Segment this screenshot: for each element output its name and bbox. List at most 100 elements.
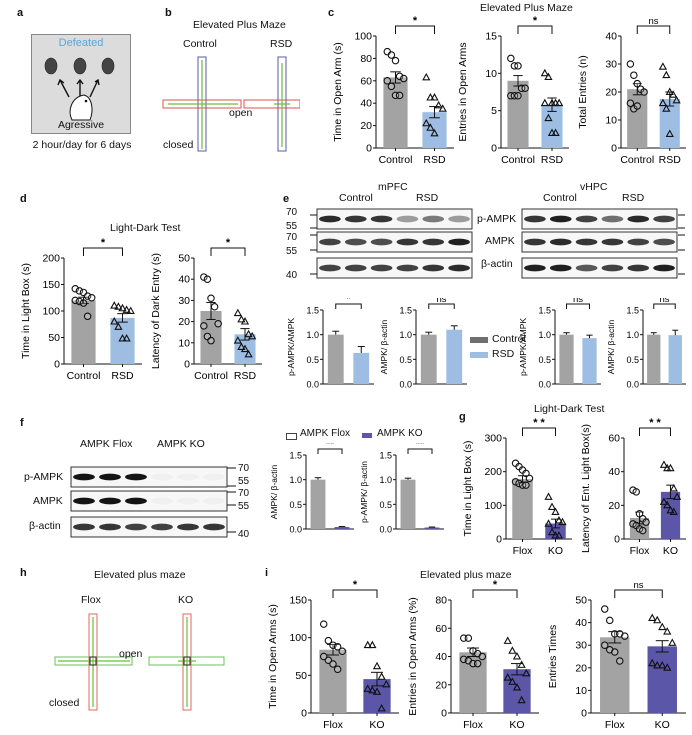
data-point-triangle: [555, 98, 564, 107]
data-point-triangle: [118, 303, 127, 312]
data-point-triangle: [126, 306, 135, 314]
data-point-triangle: [662, 104, 671, 112]
data-point-circle: [640, 88, 648, 96]
chart-e1: p-AMPK/AMPK 0.0 0.5 1.0 1.5 *: [286, 298, 374, 390]
x-tick-label: KO: [509, 719, 524, 731]
y-axis-label: Time in Light Box (s): [462, 441, 474, 537]
data-point-triangle: [372, 661, 382, 670]
protein-band: [344, 215, 367, 223]
e-marker-40: 40: [286, 270, 298, 281]
data-point-triangle: [517, 695, 526, 704]
data-point-triangle: [233, 336, 242, 344]
significance-bracket: [472, 589, 518, 598]
y-tick-label: 10: [485, 68, 497, 80]
significance-label: *: [533, 15, 538, 27]
chart-g2: Latency of Ent. Light Box(s) 0 20 40 60 Flox K…: [580, 417, 686, 557]
legend-flox: AMPK Flox: [300, 428, 351, 439]
y-tick-label: 60: [608, 433, 620, 445]
significance-bracket: [83, 247, 123, 256]
e-band-bactin: β-actin: [481, 258, 513, 270]
data-point-triangle: [363, 640, 372, 649]
y-tick-label: 30: [575, 640, 587, 652]
bar-control: [71, 300, 96, 364]
data-point-triangle: [662, 70, 671, 79]
data-point-triangle: [122, 305, 131, 313]
data-point-triangle: [237, 314, 246, 323]
protein-band: [370, 264, 393, 272]
open-arm-rsd: [243, 99, 300, 109]
y-tick-label: 10: [605, 115, 617, 127]
f-marker-55b: 55: [238, 501, 250, 512]
y-tick-label: 1.0: [626, 330, 639, 340]
legend-ko: AMPK KO: [377, 428, 423, 439]
data-point-triangle: [653, 615, 662, 624]
chart-f1: AMPK/ β-actin 0.0 0.5 1.0 1.5 **: [269, 443, 354, 535]
protein-band: [448, 215, 470, 223]
data-point-circle: [621, 632, 629, 640]
data-point-triangle: [544, 72, 553, 81]
y-tick-label: 0.0: [538, 380, 551, 390]
data-point-triangle: [540, 98, 549, 107]
protein-band: [203, 474, 225, 481]
y-tick-label: 0.5: [289, 500, 302, 510]
bar-control: [327, 334, 344, 384]
maze-b-diagram: [162, 56, 300, 152]
y-tick-label: 20: [575, 662, 587, 674]
data-point-triangle: [512, 651, 522, 660]
chart-i1: Time in Open Arms (s) 0 50 100 150 Flox KO *: [267, 579, 399, 731]
y-tick-label: 0.5: [379, 500, 392, 510]
data-point-triangle: [363, 684, 372, 692]
legend-swatch-ko: [362, 433, 372, 438]
significance-bracket: [636, 25, 671, 34]
protein-band: [125, 473, 147, 481]
maze-b-open-label: open: [229, 107, 253, 119]
blot-strip: [316, 208, 473, 230]
significance-label: ns: [633, 580, 643, 591]
legend-rsd: RSD: [492, 348, 515, 360]
protein-band: [575, 264, 598, 272]
significance-bracket: [566, 303, 590, 309]
bar-rsd: [668, 335, 682, 384]
protein-band: [396, 264, 419, 272]
y-axis-label: AMPK/ β-actin: [269, 464, 279, 519]
protein-band: [177, 523, 199, 531]
y-tick-label: 30: [178, 295, 190, 307]
data-point-triangle: [669, 507, 678, 516]
protein-band: [319, 264, 341, 272]
panel-c-title: Elevated Plus Maze: [480, 2, 573, 14]
x-tick-label: Flox: [323, 719, 344, 731]
panel-label-a: a: [17, 7, 24, 19]
data-point-triangle: [110, 301, 119, 309]
y-axis-label: AMPK/ β-actin: [606, 319, 616, 374]
protein-band: [73, 497, 95, 505]
y-tick-label: 0: [581, 708, 587, 720]
region-mpfc: mPFC: [378, 181, 408, 193]
significance-bracket: [653, 303, 676, 309]
chart-c3: Total Entries (n) 0 10 20 30 40 Control RSD ns: [577, 16, 686, 166]
protein-band: [575, 238, 598, 246]
data-point-triangle: [648, 613, 657, 622]
y-tick-label: 0: [496, 534, 502, 546]
maze-h-diagram: [54, 613, 225, 711]
protein-band: [627, 215, 650, 223]
e-vhpc-rsd-label: RSD: [622, 192, 645, 204]
y-tick-label: 0.0: [289, 525, 302, 535]
y-tick-label: 0: [491, 143, 497, 155]
y-axis-label: Entries Times: [547, 625, 559, 689]
bar-rsd: [353, 352, 370, 384]
protein-band: [396, 215, 419, 223]
significance-bracket: [428, 303, 455, 309]
data-point-triangle: [666, 463, 675, 472]
panel-label-h: h: [20, 567, 27, 579]
protein-band: [344, 264, 367, 272]
f-marker-70: 70: [238, 463, 250, 474]
y-tick-label: 150: [42, 279, 60, 291]
significance-label: *: [493, 579, 498, 591]
chart-i2: Entries in Open Arms (%) 0 20 40 60 80 Flox KO *: [407, 579, 539, 731]
e-mpfc-control-label: Control: [339, 192, 373, 204]
data-point-triangle: [248, 331, 257, 340]
y-tick-label: 0.5: [626, 355, 639, 365]
y-axis-label: p-AMPK/ β-actin: [359, 461, 369, 523]
data-point-circle: [525, 474, 534, 483]
y-axis-label: Time in Light Box (s): [20, 263, 32, 359]
